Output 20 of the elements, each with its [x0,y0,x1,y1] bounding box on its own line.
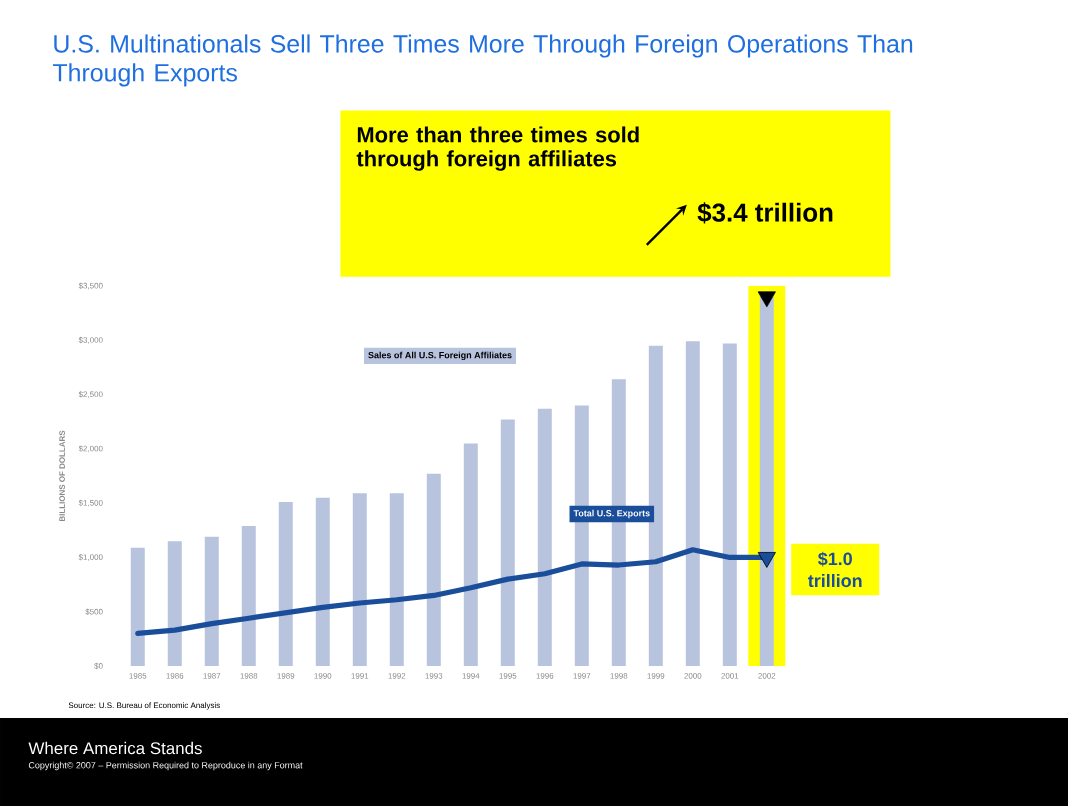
text: More than three times sold through foreign affiliates [356,126,639,171]
bar [315,497,330,666]
annotation: $3.4 trillion [697,202,833,224]
bar [389,493,404,666]
bar [278,502,293,666]
bar [537,408,552,666]
annotation: $1.0 trillion [808,551,862,588]
bar [130,547,145,666]
bar [426,473,441,666]
bar [463,443,478,666]
bar [352,493,367,666]
bar [685,341,700,666]
bar [167,541,182,666]
bar [204,536,219,666]
chart-title: U.S. Multinationals Sell Three Times More Through Foreign Operations Than Through Exports [52,34,913,87]
bar [648,345,663,666]
text: Where America Stands [28,741,202,755]
bar [722,343,737,666]
bar [500,419,515,666]
bar [241,525,256,666]
